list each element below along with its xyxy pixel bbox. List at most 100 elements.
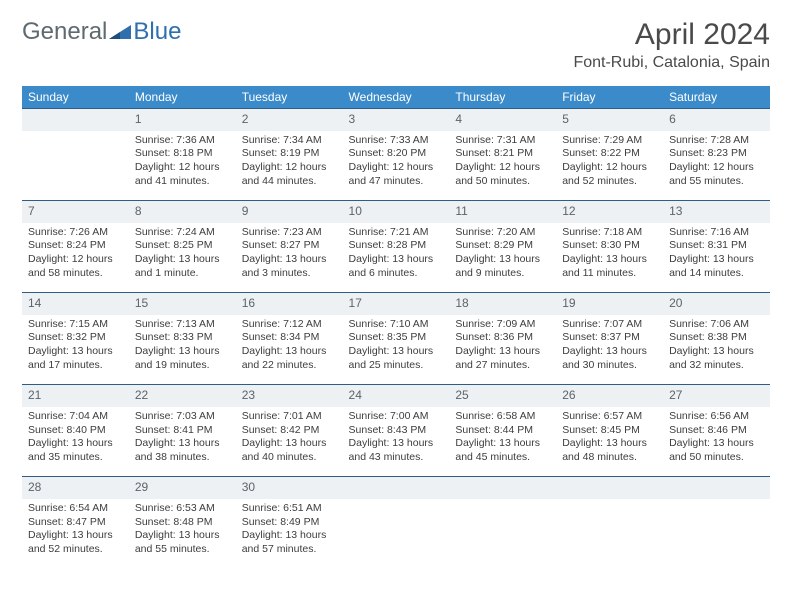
day-line: and 48 minutes. xyxy=(562,451,657,465)
day-line: Sunrise: 7:18 AM xyxy=(562,226,657,240)
day-line: Sunrise: 7:10 AM xyxy=(349,318,444,332)
day-cell: Sunrise: 6:53 AMSunset: 8:48 PMDaylight:… xyxy=(129,499,236,565)
day-cell: Sunrise: 7:04 AMSunset: 8:40 PMDaylight:… xyxy=(22,407,129,477)
day-cell: Sunrise: 7:29 AMSunset: 8:22 PMDaylight:… xyxy=(556,131,663,201)
day-line: and 3 minutes. xyxy=(242,267,337,281)
day-number: 9 xyxy=(236,201,343,223)
day-line: Daylight: 13 hours xyxy=(562,437,657,451)
day-number: 30 xyxy=(236,477,343,499)
day-line: Daylight: 13 hours xyxy=(455,253,550,267)
day-line: Daylight: 12 hours xyxy=(349,161,444,175)
day-line: Daylight: 12 hours xyxy=(28,253,123,267)
day-line: Daylight: 12 hours xyxy=(455,161,550,175)
day-cell: Sunrise: 6:58 AMSunset: 8:44 PMDaylight:… xyxy=(449,407,556,477)
day-line: Daylight: 13 hours xyxy=(562,345,657,359)
day-line: Sunrise: 7:33 AM xyxy=(349,134,444,148)
weekday-header-row: Sunday Monday Tuesday Wednesday Thursday… xyxy=(22,86,770,109)
day-line: Sunset: 8:42 PM xyxy=(242,424,337,438)
day-line: Sunset: 8:43 PM xyxy=(349,424,444,438)
day-line: and 44 minutes. xyxy=(242,175,337,189)
day-number: 20 xyxy=(663,293,770,315)
day-cell: Sunrise: 7:13 AMSunset: 8:33 PMDaylight:… xyxy=(129,315,236,385)
day-line: Sunset: 8:22 PM xyxy=(562,147,657,161)
day-line: and 55 minutes. xyxy=(669,175,764,189)
day-line: Sunset: 8:32 PM xyxy=(28,331,123,345)
content-row: Sunrise: 7:26 AMSunset: 8:24 PMDaylight:… xyxy=(22,223,770,293)
day-line: Sunrise: 7:09 AM xyxy=(455,318,550,332)
calendar-table: Sunday Monday Tuesday Wednesday Thursday… xyxy=(22,86,770,565)
day-line: Sunset: 8:25 PM xyxy=(135,239,230,253)
day-line: Sunset: 8:41 PM xyxy=(135,424,230,438)
day-number: 24 xyxy=(343,385,450,407)
day-line: Sunrise: 7:01 AM xyxy=(242,410,337,424)
day-line: and 22 minutes. xyxy=(242,359,337,373)
day-line: Daylight: 13 hours xyxy=(669,253,764,267)
day-line: and 9 minutes. xyxy=(455,267,550,281)
day-line: Daylight: 13 hours xyxy=(135,253,230,267)
day-number xyxy=(22,109,129,131)
day-line: and 40 minutes. xyxy=(242,451,337,465)
day-line: Sunrise: 7:36 AM xyxy=(135,134,230,148)
day-line: and 43 minutes. xyxy=(349,451,444,465)
day-line: and 45 minutes. xyxy=(455,451,550,465)
day-cell: Sunrise: 7:01 AMSunset: 8:42 PMDaylight:… xyxy=(236,407,343,477)
location-text: Font-Rubi, Catalonia, Spain xyxy=(573,54,770,72)
day-number: 6 xyxy=(663,109,770,131)
day-number: 26 xyxy=(556,385,663,407)
day-number: 12 xyxy=(556,201,663,223)
day-line: Daylight: 13 hours xyxy=(562,253,657,267)
day-line: Sunset: 8:33 PM xyxy=(135,331,230,345)
day-cell xyxy=(343,499,450,565)
day-line: Sunrise: 6:56 AM xyxy=(669,410,764,424)
day-line: Sunset: 8:19 PM xyxy=(242,147,337,161)
daynum-row: 14151617181920 xyxy=(22,293,770,315)
day-line: Daylight: 12 hours xyxy=(135,161,230,175)
day-line: Sunrise: 7:28 AM xyxy=(669,134,764,148)
day-number: 21 xyxy=(22,385,129,407)
day-cell: Sunrise: 7:16 AMSunset: 8:31 PMDaylight:… xyxy=(663,223,770,293)
day-line: Sunrise: 7:21 AM xyxy=(349,226,444,240)
day-line: Sunset: 8:38 PM xyxy=(669,331,764,345)
day-number: 4 xyxy=(449,109,556,131)
day-line: Daylight: 13 hours xyxy=(28,345,123,359)
day-line: and 17 minutes. xyxy=(28,359,123,373)
weekday-header: Friday xyxy=(556,86,663,109)
day-number: 22 xyxy=(129,385,236,407)
day-line: and 11 minutes. xyxy=(562,267,657,281)
day-line: Daylight: 13 hours xyxy=(349,345,444,359)
day-cell: Sunrise: 7:28 AMSunset: 8:23 PMDaylight:… xyxy=(663,131,770,201)
daynum-row: 78910111213 xyxy=(22,201,770,223)
day-line: and 19 minutes. xyxy=(135,359,230,373)
weekday-header: Tuesday xyxy=(236,86,343,109)
day-line: Sunset: 8:18 PM xyxy=(135,147,230,161)
day-line: and 55 minutes. xyxy=(135,543,230,557)
day-line: Sunset: 8:28 PM xyxy=(349,239,444,253)
day-number: 19 xyxy=(556,293,663,315)
month-title: April 2024 xyxy=(573,18,770,52)
weekday-header: Wednesday xyxy=(343,86,450,109)
day-line: Daylight: 12 hours xyxy=(242,161,337,175)
weekday-header: Sunday xyxy=(22,86,129,109)
day-line: Sunrise: 7:03 AM xyxy=(135,410,230,424)
day-cell: Sunrise: 7:23 AMSunset: 8:27 PMDaylight:… xyxy=(236,223,343,293)
brand-general-text: General xyxy=(22,18,107,46)
day-line: Daylight: 13 hours xyxy=(242,345,337,359)
day-line: Daylight: 13 hours xyxy=(455,345,550,359)
day-line: Sunset: 8:21 PM xyxy=(455,147,550,161)
day-number: 2 xyxy=(236,109,343,131)
day-line: Sunset: 8:46 PM xyxy=(669,424,764,438)
day-line: Sunrise: 6:58 AM xyxy=(455,410,550,424)
day-cell: Sunrise: 6:56 AMSunset: 8:46 PMDaylight:… xyxy=(663,407,770,477)
day-line: and 27 minutes. xyxy=(455,359,550,373)
day-line: Sunrise: 7:31 AM xyxy=(455,134,550,148)
day-line: Sunset: 8:44 PM xyxy=(455,424,550,438)
day-cell: Sunrise: 7:20 AMSunset: 8:29 PMDaylight:… xyxy=(449,223,556,293)
day-line: Sunrise: 7:06 AM xyxy=(669,318,764,332)
day-cell xyxy=(663,499,770,565)
day-cell xyxy=(449,499,556,565)
day-number: 8 xyxy=(129,201,236,223)
day-number xyxy=(449,477,556,499)
day-number: 17 xyxy=(343,293,450,315)
day-line: Sunrise: 7:16 AM xyxy=(669,226,764,240)
day-number: 28 xyxy=(22,477,129,499)
